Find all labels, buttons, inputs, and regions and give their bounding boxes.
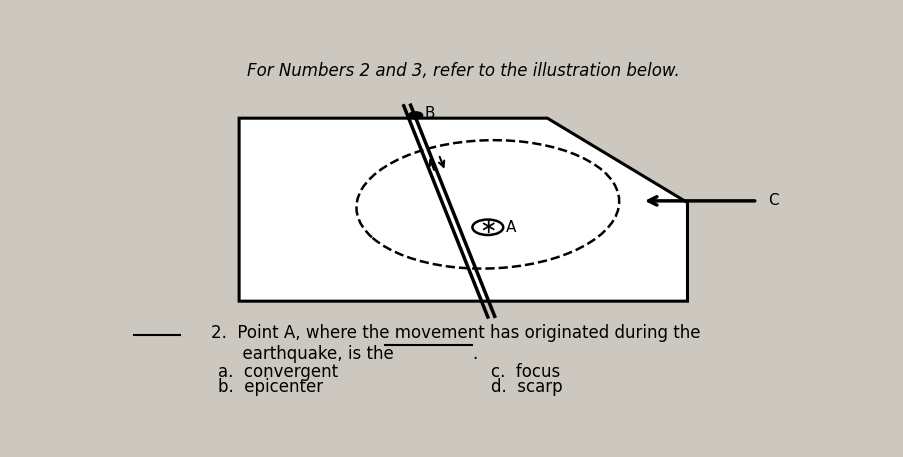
Text: 2.  Point A, where the movement has originated during the: 2. Point A, where the movement has origi… (211, 324, 700, 342)
Text: b.  epicenter: b. epicenter (218, 378, 323, 396)
Text: For Numbers 2 and 3, refer to the illustration below.: For Numbers 2 and 3, refer to the illust… (247, 62, 679, 80)
Text: .: . (472, 345, 477, 363)
Text: B: B (424, 106, 434, 121)
Text: a.  convergent: a. convergent (218, 362, 338, 381)
Polygon shape (238, 118, 686, 301)
Text: C: C (768, 193, 777, 208)
Text: d.  scarp: d. scarp (491, 378, 563, 396)
Circle shape (408, 112, 423, 119)
Text: earthquake, is the: earthquake, is the (211, 345, 398, 363)
Text: ∗: ∗ (479, 217, 496, 237)
Text: A: A (506, 220, 516, 235)
Circle shape (472, 219, 503, 235)
Text: c.  focus: c. focus (491, 362, 560, 381)
